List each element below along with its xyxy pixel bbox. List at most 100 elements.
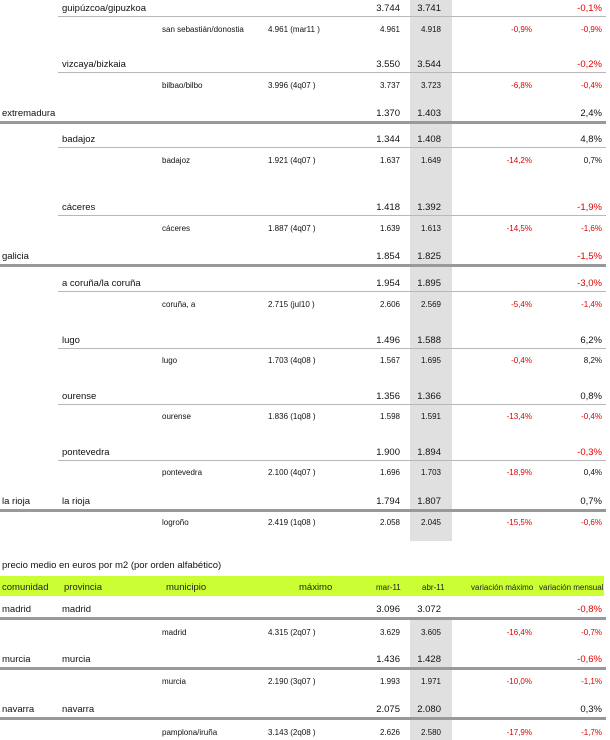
provincia-name: cáceres [62, 202, 96, 213]
abr-11-value: 1.392 [417, 202, 441, 213]
municipio-name: badajoz [162, 156, 191, 165]
comunidad-divider [0, 617, 606, 620]
variacion-maximo-value: -0,9% [511, 25, 532, 34]
abr-11-value: 3.544 [417, 59, 441, 70]
maximo-value: 4.961 (mar11 ) [268, 25, 320, 34]
header-variacion-mensual: variación mensual [539, 583, 604, 592]
header-provincia: provincia [64, 582, 103, 593]
provincia-name: lugo [62, 335, 80, 346]
abr-11-value: 1.428 [417, 654, 441, 665]
provincia-name: guipúzcoa/gipuzkoa [62, 3, 146, 14]
variacion-mensual-value: -0,3% [577, 447, 602, 458]
variacion-maximo-value: -5,4% [511, 300, 532, 309]
header-maximo: máximo [299, 582, 333, 593]
abr-11-value: 2.569 [420, 300, 441, 309]
mar-11-value: 2.058 [379, 518, 400, 527]
provincia-name: navarra [62, 704, 95, 715]
variacion-maximo-value: -16,4% [506, 628, 532, 637]
provincia-name: madrid [62, 604, 92, 615]
variacion-mensual-value: -1,4% [581, 300, 602, 309]
comunidad-divider [0, 509, 606, 512]
municipio-name: ourense [162, 412, 191, 421]
mar-11-value: 1.598 [379, 412, 400, 421]
comunidad-name: madrid [2, 604, 32, 615]
provincia-name: a coruña/la coruña [62, 278, 141, 289]
municipio-name: bilbao/bilbo [162, 81, 203, 90]
header-municipio: municipio [166, 582, 207, 593]
mar-11-value: 1.436 [376, 654, 400, 665]
variacion-mensual-value: -0,8% [577, 604, 602, 615]
provincia-divider [58, 404, 606, 405]
provincia-name: la rioja [62, 496, 90, 507]
mar-11-value: 1.954 [376, 278, 400, 289]
maximo-value: 3.143 (2q08 ) [268, 728, 316, 737]
abr-11-value: 1.825 [417, 251, 441, 262]
comunidad-name: murcia [2, 654, 31, 665]
abr-11-value: 1.366 [417, 391, 441, 402]
mar-11-value: 1.356 [376, 391, 400, 402]
provincia-name: ourense [62, 391, 97, 402]
municipio-name: logroño [162, 518, 189, 527]
variacion-maximo-value: -10,0% [506, 677, 532, 686]
variacion-mensual-value: 2,4% [580, 108, 602, 119]
abr-11-value: 1.971 [420, 677, 441, 686]
maximo-value: 2.419 (1q08 ) [268, 518, 316, 527]
variacion-mensual-value: -0,7% [581, 628, 602, 637]
mar-11-value: 1.639 [379, 224, 400, 233]
abr-11-value: 4.918 [420, 25, 441, 34]
comunidad-name: extremadura [2, 108, 56, 119]
variacion-maximo-value: -18,9% [506, 468, 532, 477]
abr-11-value: 1.894 [417, 447, 441, 458]
mar-11-value: 1.900 [376, 447, 400, 458]
variacion-maximo-value: -14,2% [506, 156, 532, 165]
maximo-value: 1.921 (4q07 ) [268, 156, 316, 165]
header-abr-11: abr-11 [422, 583, 445, 592]
variacion-maximo-value: -17,9% [506, 728, 532, 737]
abr-11-value: 2.080 [417, 704, 441, 715]
abr-11-value: 3.072 [417, 604, 441, 615]
abr-11-value: 1.695 [420, 356, 441, 365]
variacion-mensual-value: -1,7% [581, 728, 602, 737]
comunidad-divider [0, 667, 606, 670]
comunidad-divider [0, 121, 606, 124]
provincia-divider [58, 16, 606, 17]
abr-11-value: 2.045 [420, 518, 441, 527]
mar-11-value: 2.626 [379, 728, 400, 737]
maximo-value: 3.996 (4q07 ) [268, 81, 316, 90]
variacion-maximo-value: -13,4% [506, 412, 532, 421]
maximo-value: 4.315 (2q07 ) [268, 628, 316, 637]
mar-11-value: 1.496 [376, 335, 400, 346]
mar-11-value: 1.418 [376, 202, 400, 213]
mar-11-value: 1.344 [376, 134, 400, 145]
abr-11-value: 1.703 [420, 468, 441, 477]
variacion-mensual-value: -0,4% [581, 81, 602, 90]
comunidad-name: galicia [2, 251, 29, 262]
variacion-maximo-value: -6,8% [511, 81, 532, 90]
comunidad-name: navarra [2, 704, 35, 715]
mar-11-value: 4.961 [379, 25, 400, 34]
mar-11-value: 3.629 [379, 628, 400, 637]
municipio-name: san sebastián/donostia [162, 25, 244, 34]
variacion-mensual-value: -1,6% [581, 224, 602, 233]
variacion-mensual-value: -3,0% [577, 278, 602, 289]
municipio-name: pontevedra [162, 468, 203, 477]
provincia-divider [58, 348, 606, 349]
mar-11-value: 2.606 [379, 300, 400, 309]
header-comunidad: comunidad [2, 582, 49, 593]
municipio-name: cáceres [162, 224, 191, 233]
variacion-mensual-value: 0,7% [580, 496, 602, 507]
mar-11-value: 3.737 [379, 81, 400, 90]
mar-11-value: 1.993 [379, 677, 400, 686]
abr-11-value: 1.895 [417, 278, 441, 289]
municipio-name: murcia [162, 677, 187, 686]
table-title: precio medio en euros por m2 (por orden … [2, 560, 222, 571]
mar-11-value: 1.696 [379, 468, 400, 477]
abr-11-value: 2.580 [420, 728, 441, 737]
variacion-mensual-value: -0,6% [581, 518, 602, 527]
abr-11-value: 1.588 [417, 335, 441, 346]
mar-11-value: 1.794 [376, 496, 400, 507]
maximo-value: 1.836 (1q08 ) [268, 412, 316, 421]
header-mar-11: mar-11 [376, 583, 401, 592]
comunidad-divider [0, 264, 606, 267]
comunidad-name: la rioja [2, 496, 30, 507]
